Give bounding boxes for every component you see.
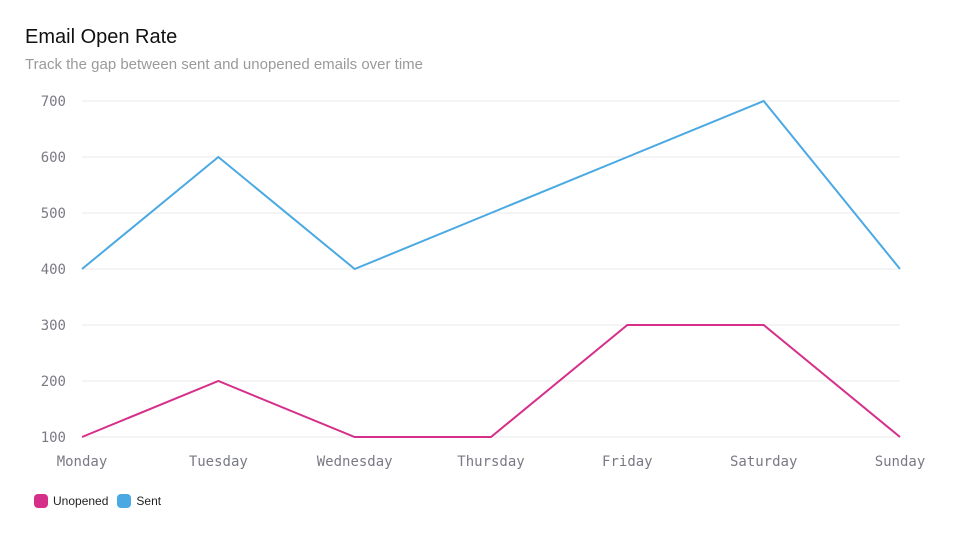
- legend-item-sent[interactable]: Sent: [117, 494, 161, 508]
- x-tick-label: Tuesday: [189, 454, 248, 470]
- series-line-sent[interactable]: [81, 99, 901, 271]
- x-tick-label: Thursday: [457, 454, 524, 470]
- y-tick-label: 700: [41, 94, 66, 110]
- y-tick-label: 500: [41, 206, 66, 222]
- legend-swatch-sent: [117, 494, 132, 508]
- y-tick-label: 100: [41, 430, 66, 446]
- legend-swatch-unopened: [34, 494, 48, 508]
- series-lines: [81, 99, 901, 438]
- x-tick-label: Sunday: [875, 454, 926, 470]
- series-line-unopened[interactable]: [81, 324, 901, 438]
- x-tick-label: Friday: [602, 454, 653, 470]
- legend: Unopened Sent: [34, 494, 170, 508]
- legend-item-unopened[interactable]: Unopened: [34, 494, 108, 508]
- y-tick-label: 400: [41, 262, 66, 278]
- y-axis-ticks: 100 200 300 400 500 600 700: [41, 94, 66, 446]
- chart-title: Email Open Rate: [25, 26, 178, 48]
- x-tick-label: Wednesday: [317, 454, 393, 470]
- legend-label-unopened: Unopened: [53, 494, 109, 508]
- y-tick-label: 200: [41, 374, 66, 390]
- x-axis-ticks: Monday Tuesday Wednesday Thursday Friday Satu…: [57, 454, 926, 470]
- y-tick-label: 600: [41, 150, 66, 166]
- x-tick-label: Monday: [57, 454, 108, 470]
- y-tick-label: 300: [41, 318, 66, 334]
- x-tick-label: Saturday: [730, 454, 797, 470]
- chart-subtitle: Track the gap between sent and unopened …: [25, 56, 424, 73]
- legend-label-sent: Sent: [136, 494, 162, 508]
